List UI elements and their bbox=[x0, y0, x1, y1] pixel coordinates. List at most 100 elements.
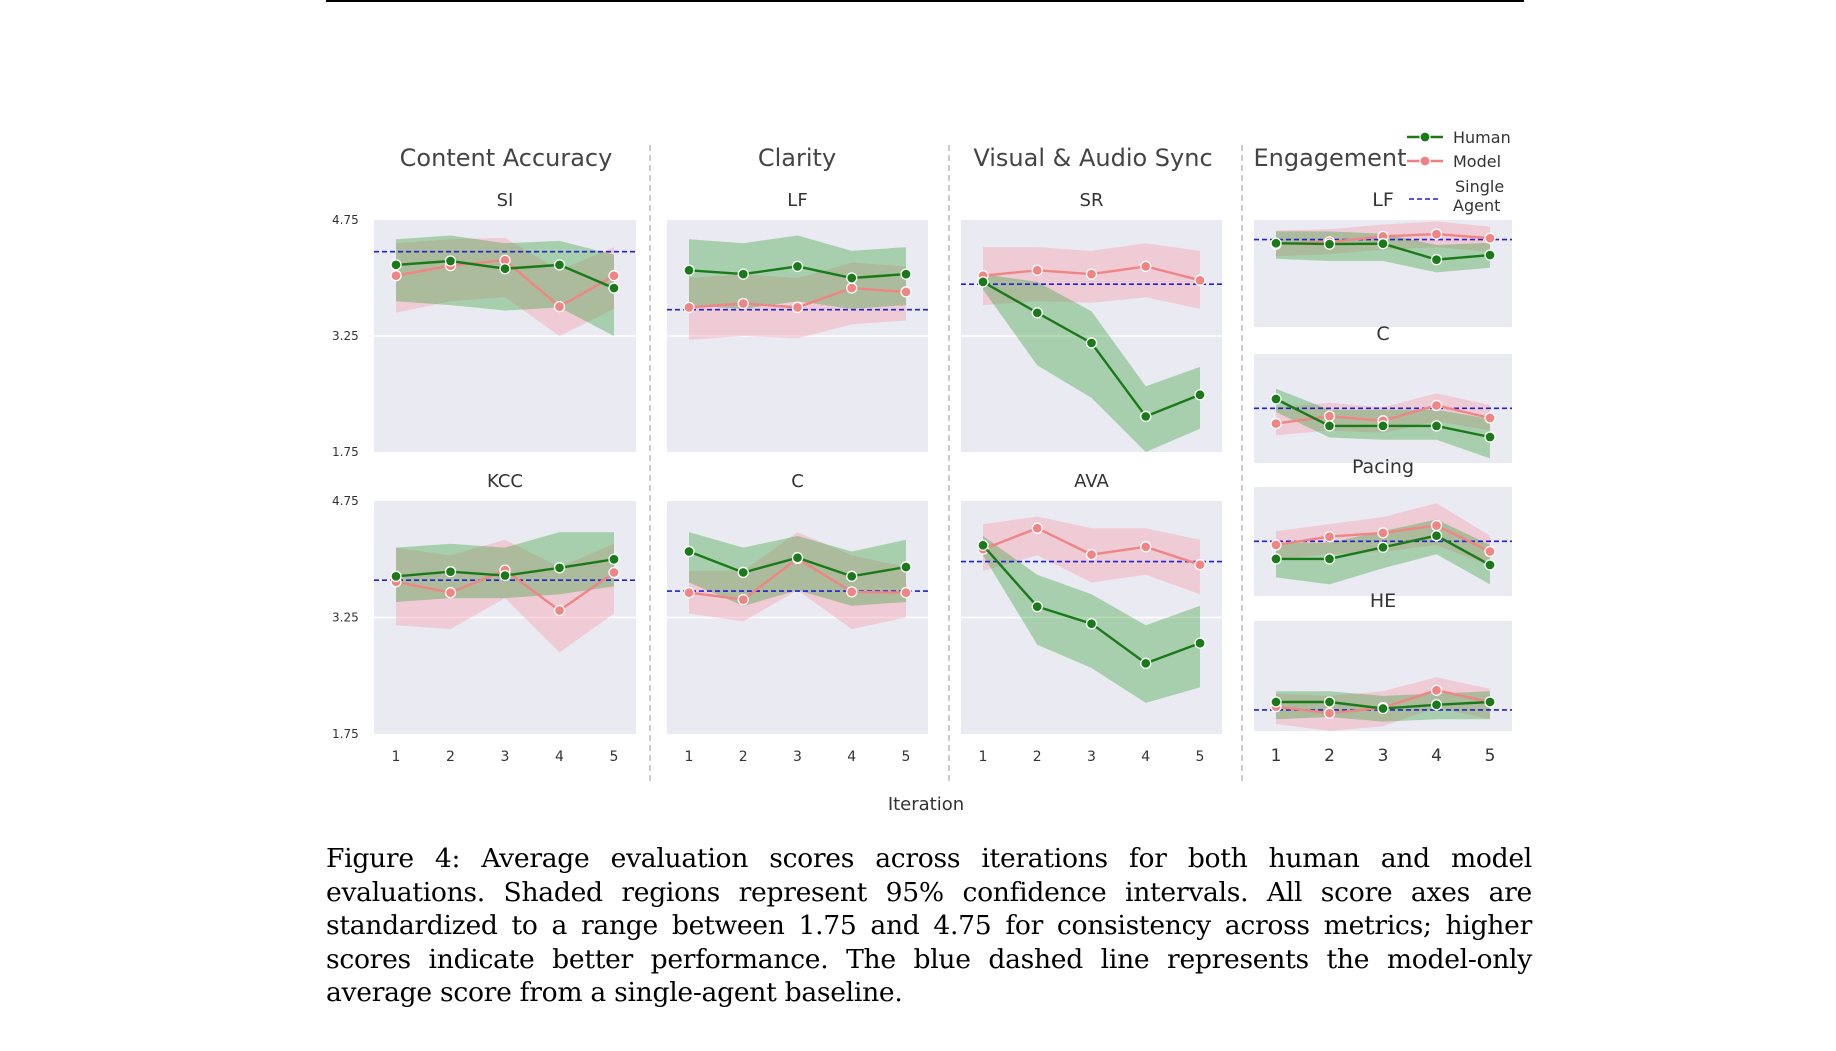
y-tick-label: 4.75 bbox=[332, 494, 359, 508]
chart-panel: KCC 4.75 3.25 1.75 1 2 3 4 5 bbox=[332, 471, 636, 765]
human-data-point bbox=[1430, 420, 1443, 432]
human-data-point bbox=[1323, 696, 1336, 708]
human-data-point bbox=[390, 259, 402, 271]
model-data-point bbox=[390, 270, 402, 282]
human-data-point bbox=[1194, 389, 1206, 401]
panel-title: AVA bbox=[1074, 471, 1109, 492]
group-separators bbox=[649, 145, 1243, 783]
model-data-point bbox=[846, 282, 858, 294]
x-tick-label: 4 bbox=[555, 749, 564, 765]
panel-title: HE bbox=[1370, 590, 1396, 612]
y-tick-label: 3.25 bbox=[332, 611, 359, 625]
model-data-point bbox=[1085, 268, 1098, 280]
group-title: Clarity bbox=[758, 144, 836, 172]
human-data-point bbox=[1377, 702, 1389, 715]
model-data-point bbox=[900, 286, 912, 298]
group-title: Engagement bbox=[1253, 144, 1406, 172]
model-data-point bbox=[1085, 548, 1098, 561]
human-data-point bbox=[1270, 553, 1282, 565]
model-data-point bbox=[1430, 684, 1443, 696]
model-data-point bbox=[1484, 545, 1496, 558]
human-data-point bbox=[1484, 249, 1496, 261]
x-tick-label: 3 bbox=[1378, 746, 1389, 766]
legend-model-label: Model bbox=[1453, 152, 1501, 171]
model-data-point bbox=[1323, 707, 1336, 719]
panel-title: SR bbox=[1080, 190, 1104, 211]
legend-baseline-label: Single Agent bbox=[1453, 177, 1504, 215]
x-tick-label: 3 bbox=[501, 749, 510, 765]
human-data-point bbox=[1430, 530, 1443, 542]
human-data-point bbox=[499, 569, 511, 582]
human-data-point bbox=[1377, 541, 1389, 553]
x-tick-label: 2 bbox=[1033, 749, 1042, 765]
x-tick-label: 4 bbox=[1141, 749, 1150, 765]
y-tick-label: 3.25 bbox=[332, 329, 359, 343]
model-data-point bbox=[1484, 232, 1496, 244]
model-data-point bbox=[608, 270, 620, 282]
x-tick-label: 5 bbox=[1485, 746, 1496, 766]
group-title: Content Accuracy bbox=[400, 144, 613, 172]
human-data-point bbox=[553, 259, 566, 271]
human-data-point bbox=[900, 268, 912, 280]
human-data-point bbox=[1270, 393, 1282, 405]
model-data-point bbox=[791, 301, 804, 314]
chart-panel: LF bbox=[1254, 189, 1512, 327]
human-data-point bbox=[1377, 238, 1389, 250]
x-tick-label: 2 bbox=[739, 749, 748, 765]
x-tick-label: 1 bbox=[392, 749, 401, 765]
human-data-point bbox=[1323, 553, 1336, 565]
chart-panel: LF bbox=[667, 190, 928, 452]
model-data-point bbox=[553, 604, 566, 617]
x-tick-label: 4 bbox=[1431, 746, 1442, 766]
group-titles: Content Accuracy Clarity Visual & Audio Sy… bbox=[400, 144, 1407, 172]
human-data-point bbox=[390, 570, 402, 582]
human-data-point bbox=[1484, 431, 1496, 443]
model-data-point bbox=[1430, 399, 1443, 412]
human-data-point bbox=[791, 260, 804, 273]
model-data-point bbox=[1270, 539, 1282, 551]
model-data-point bbox=[608, 566, 620, 579]
model-data-point bbox=[846, 586, 858, 598]
model-data-point bbox=[1140, 541, 1152, 553]
human-data-point bbox=[1031, 600, 1043, 613]
human-data-point bbox=[608, 553, 620, 565]
human-data-point bbox=[846, 272, 858, 284]
human-data-point bbox=[846, 570, 858, 582]
model-data-point bbox=[1323, 410, 1336, 422]
human-data-point bbox=[737, 566, 749, 579]
x-tick-label: 5 bbox=[902, 749, 911, 765]
human-data-point bbox=[1031, 307, 1043, 319]
x-tick-label: 1 bbox=[1271, 746, 1282, 766]
model-data-point bbox=[683, 586, 695, 599]
chart-panel: C 1 2 3 4 5 bbox=[667, 471, 928, 765]
panel-title: LF bbox=[787, 190, 807, 211]
model-data-point bbox=[1484, 412, 1496, 424]
chart-panel: C bbox=[1254, 323, 1512, 463]
human-data-point bbox=[1140, 410, 1152, 423]
human-data-point bbox=[1085, 337, 1098, 349]
x-tick-label: 5 bbox=[1196, 749, 1205, 765]
human-data-point bbox=[900, 561, 912, 573]
model-data-point bbox=[683, 301, 695, 314]
human-data-point bbox=[683, 264, 695, 276]
model-data-point bbox=[1377, 527, 1389, 539]
legend: Human Model Single Agent bbox=[1407, 128, 1511, 215]
x-tick-label: 2 bbox=[1324, 746, 1335, 766]
x-tick-label: 2 bbox=[446, 749, 455, 765]
model-data-point bbox=[1140, 260, 1152, 273]
panel-title: Pacing bbox=[1352, 456, 1414, 478]
model-data-point bbox=[1430, 519, 1443, 532]
y-tick-label: 1.75 bbox=[332, 445, 359, 459]
human-data-point bbox=[791, 552, 804, 564]
chart-panel: Pacing bbox=[1254, 456, 1512, 596]
legend-model-marker bbox=[1419, 155, 1431, 167]
human-data-point bbox=[1484, 696, 1496, 708]
top-rule bbox=[326, 0, 1524, 2]
x-tick-label: 3 bbox=[793, 749, 802, 765]
human-data-point bbox=[1270, 696, 1282, 708]
x-tick-label: 1 bbox=[979, 749, 988, 765]
x-tick-label: 3 bbox=[1087, 749, 1096, 765]
human-data-point bbox=[977, 276, 989, 288]
human-data-point bbox=[608, 282, 620, 294]
panel-title: C bbox=[791, 471, 804, 492]
